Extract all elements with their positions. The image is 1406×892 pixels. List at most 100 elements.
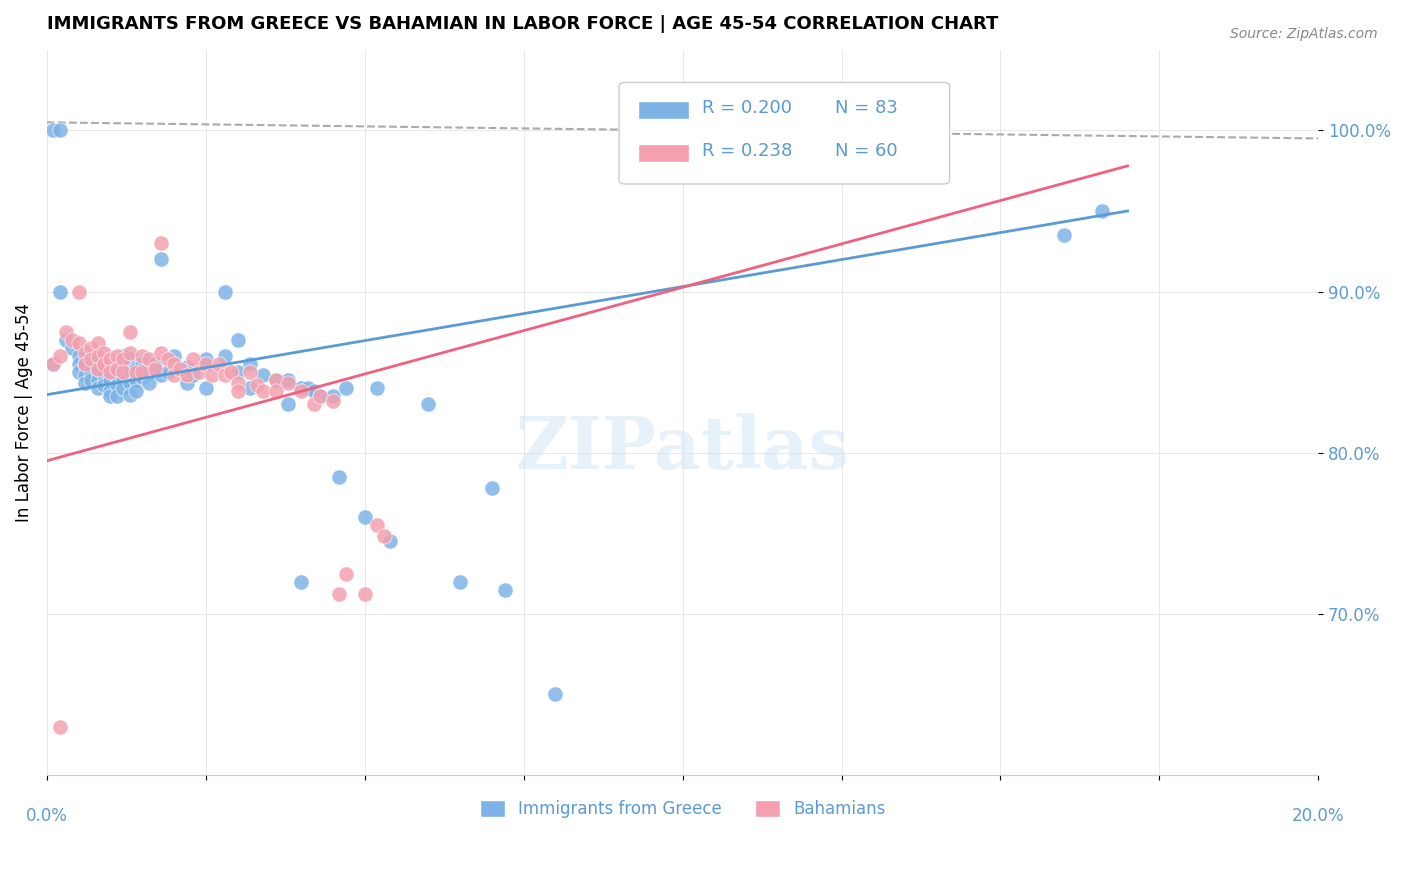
Bahamians — [252, 384, 274, 399]
Immigrants from Greece — [42, 123, 65, 137]
Bahamians — [143, 362, 166, 376]
Immigrants from Greece — [138, 376, 160, 391]
Text: R = 0.238: R = 0.238 — [702, 143, 792, 161]
Immigrants from Greece — [125, 373, 148, 387]
Bahamians — [112, 352, 135, 367]
Immigrants from Greece — [544, 687, 567, 701]
Bahamians — [150, 345, 173, 359]
Immigrants from Greece — [143, 357, 166, 371]
Y-axis label: In Labor Force | Age 45-54: In Labor Force | Age 45-54 — [15, 303, 32, 522]
Bahamians — [131, 365, 153, 379]
Immigrants from Greece — [1091, 204, 1114, 219]
Bahamians — [309, 389, 332, 403]
Bahamians — [373, 529, 395, 543]
Bahamians — [87, 349, 110, 363]
Immigrants from Greece — [80, 365, 103, 379]
Immigrants from Greece — [214, 285, 236, 299]
Bahamians — [163, 357, 186, 371]
Bahamians — [131, 349, 153, 363]
Bahamians — [150, 236, 173, 251]
Immigrants from Greece — [105, 389, 128, 403]
Bahamians — [118, 325, 141, 339]
Immigrants from Greece — [449, 574, 471, 589]
Bahamians — [100, 365, 122, 379]
Bahamians — [264, 384, 287, 399]
Bahamians — [176, 368, 198, 383]
Immigrants from Greece — [67, 365, 90, 379]
Immigrants from Greece — [150, 368, 173, 383]
Immigrants from Greece — [80, 373, 103, 387]
Immigrants from Greece — [100, 365, 122, 379]
Immigrants from Greece — [112, 381, 135, 395]
Immigrants from Greece — [290, 381, 312, 395]
Bahamians — [93, 345, 115, 359]
Immigrants from Greece — [100, 384, 122, 399]
Immigrants from Greece — [353, 510, 375, 524]
Bahamians — [302, 397, 325, 411]
Text: Source: ZipAtlas.com: Source: ZipAtlas.com — [1230, 27, 1378, 41]
Immigrants from Greece — [55, 333, 77, 347]
Bahamians — [118, 345, 141, 359]
Bahamians — [335, 566, 357, 581]
Immigrants from Greece — [112, 349, 135, 363]
Bahamians — [290, 384, 312, 399]
Bar — [638, 145, 689, 162]
Text: R = 0.200: R = 0.200 — [702, 99, 792, 117]
Legend: Immigrants from Greece, Bahamians: Immigrants from Greece, Bahamians — [472, 793, 893, 824]
Bahamians — [42, 357, 65, 371]
Immigrants from Greece — [73, 376, 96, 391]
Bahamians — [100, 352, 122, 367]
Immigrants from Greece — [87, 365, 110, 379]
Bahamians — [226, 376, 249, 391]
Immigrants from Greece — [494, 582, 516, 597]
Immigrants from Greece — [125, 362, 148, 376]
Text: 20.0%: 20.0% — [1292, 807, 1344, 825]
Immigrants from Greece — [150, 252, 173, 267]
Text: N = 60: N = 60 — [835, 143, 898, 161]
Immigrants from Greece — [48, 123, 70, 137]
Immigrants from Greece — [105, 378, 128, 392]
Immigrants from Greece — [93, 378, 115, 392]
Immigrants from Greece — [226, 333, 249, 347]
Immigrants from Greece — [194, 352, 217, 367]
Bahamians — [226, 384, 249, 399]
Immigrants from Greece — [163, 349, 186, 363]
Immigrants from Greece — [67, 349, 90, 363]
Immigrants from Greece — [93, 357, 115, 371]
Bahamians — [67, 285, 90, 299]
Bahamians — [207, 357, 229, 371]
Immigrants from Greece — [366, 381, 388, 395]
Immigrants from Greece — [105, 357, 128, 371]
Immigrants from Greece — [131, 357, 153, 371]
Immigrants from Greece — [239, 357, 262, 371]
Immigrants from Greece — [42, 357, 65, 371]
Bahamians — [138, 352, 160, 367]
Immigrants from Greece — [87, 373, 110, 387]
Immigrants from Greece — [118, 352, 141, 367]
Bahamians — [105, 362, 128, 376]
Bahamians — [87, 336, 110, 351]
Bahamians — [80, 352, 103, 367]
Immigrants from Greece — [277, 373, 299, 387]
Immigrants from Greece — [73, 357, 96, 371]
Bahamians — [105, 349, 128, 363]
Bahamians — [73, 345, 96, 359]
Immigrants from Greece — [1053, 228, 1076, 243]
Immigrants from Greece — [481, 481, 503, 495]
Immigrants from Greece — [335, 381, 357, 395]
Immigrants from Greece — [87, 381, 110, 395]
Bahamians — [219, 365, 242, 379]
Bahamians — [353, 587, 375, 601]
Bahamians — [239, 365, 262, 379]
Text: ZIPatlas: ZIPatlas — [516, 413, 849, 484]
Bahamians — [181, 352, 204, 367]
Immigrants from Greece — [112, 371, 135, 385]
Bahamians — [277, 376, 299, 391]
Bahamians — [328, 587, 350, 601]
Immigrants from Greece — [93, 368, 115, 383]
Immigrants from Greece — [226, 365, 249, 379]
Bahamians — [80, 341, 103, 355]
FancyBboxPatch shape — [619, 82, 949, 184]
Immigrants from Greece — [264, 373, 287, 387]
Immigrants from Greece — [309, 389, 332, 403]
